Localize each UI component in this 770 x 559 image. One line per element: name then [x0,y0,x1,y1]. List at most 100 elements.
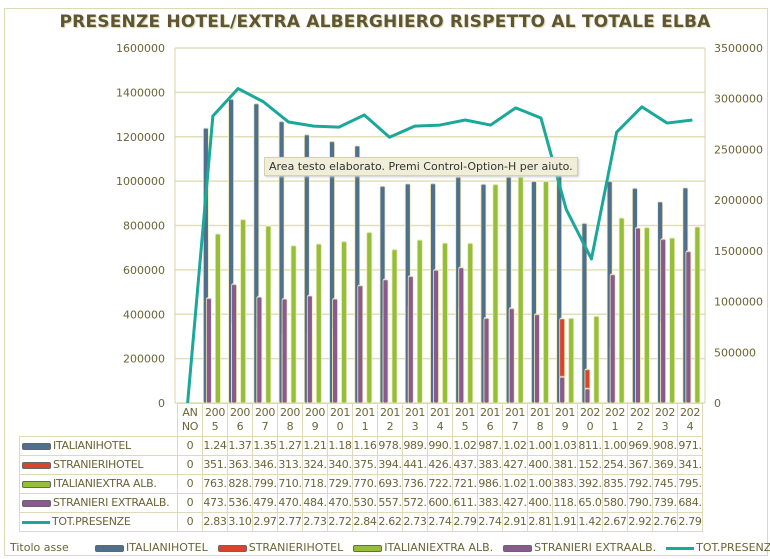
table-cell: 3.10 [227,512,253,532]
bar-italianiextra-alb- [568,317,575,404]
table-category: 201 3 [402,403,428,437]
table-series-label: TOT.PRESENZE [19,512,178,532]
legend-swatch [503,544,533,552]
table-cell: 2.97 [252,512,278,532]
x-axis-title: Titolo asse [10,541,69,554]
table-cell: 375. [352,455,378,475]
bar-cap [304,133,310,136]
table-cell: 739. [652,493,678,513]
category-label-line: 200 [304,406,326,419]
legend-swatch [353,544,383,552]
table-cell: 152. [577,455,603,475]
table-category: 200 6 [227,403,253,437]
table-cell: 351. [202,455,228,475]
bar-cap [506,175,512,178]
y-tick-label: 400000 [123,308,165,321]
legend-item[interactable]: ITALIANIHOTEL [95,541,208,554]
legend-swatch [22,480,51,488]
table-header-row: AN NO 200 5 200 6 200 7 200 8 200 9 201 0 201 1 201 2 201 3… [19,403,703,437]
legend-item[interactable]: STRANIERI EXTRAALB. [503,541,656,554]
bar-stranieri-extraalb- [332,298,338,404]
y-tick-label: 800000 [123,220,165,233]
table-cell: 2.67 [602,512,628,532]
category-label-line: 9 [561,420,569,433]
table-cell: 400. [527,455,553,475]
table-category: 201 7 [502,403,528,437]
bar-stranieri-extraalb- [584,388,591,404]
table-cell: 986. [477,474,503,494]
bar-italianiextra-alb- [467,242,474,404]
y2-tick-label: 2000000 [714,194,763,207]
legend-item[interactable]: STRANIERIHOTEL [217,541,343,554]
legend-item[interactable]: ITALIANIEXTRA ALB. [353,541,493,554]
series-name: TOT.PRESENZE [52,515,131,528]
bar-italianiextra-alb- [694,226,701,404]
bar-cap [610,273,616,276]
tooltip: Area testo elaborato. Premi Control-Opti… [264,157,578,176]
bar-italianiextra-alb- [644,226,650,404]
legend-swatch [95,544,124,552]
legend-line-swatch [666,546,695,550]
bar-cap [366,230,372,234]
legend-swatch [217,544,247,552]
table-category: 202 4 [677,403,703,437]
table-row: TOT.PRESENZE 0 2.83 3.10 2.97 2.77 2.73 2.72 2.8… [19,512,703,532]
table-cell: 990. [427,436,453,456]
category-label-line: 2 [386,420,394,433]
legend-swatch [22,442,51,450]
table-cell: 1.00 [527,436,553,456]
bar-cap [483,316,489,320]
bar-italianiextra-alb- [265,225,272,404]
bar-cap [694,225,700,228]
bar-cap [433,268,439,272]
bar-italianiextra-alb- [214,233,221,404]
legend-item[interactable]: TOT.PRESENZE [666,541,770,554]
table-cell: 790. [627,493,653,513]
category-label-line: 201 [479,406,501,419]
table-series-label: ITALIANIHOTEL [19,436,178,456]
bar-cap [392,248,398,251]
bar-cap [405,182,411,185]
table-cell: 811. [577,436,603,456]
table-cell: 2.77 [277,512,303,532]
table-cell: 828. [227,474,253,494]
chart-title: PRESENZE HOTEL/EXTRA ALBERGHIERO RISPETT… [59,12,711,32]
table-cell: 2.79 [677,512,703,532]
category-label-line: 6 [486,420,494,433]
table-category: 201 6 [477,403,503,437]
table-series-label: STRANIERI EXTRAALB. [19,493,178,513]
table-series-label: STRANIERIHOTEL [19,455,178,475]
y2-tick-label: 3500000 [714,42,763,55]
bar-italianiextra-alb- [442,242,448,404]
bar-cap [256,295,262,298]
table-cell: 367. [627,455,653,475]
legend-label: STRANIERI EXTRAALB. [534,541,657,554]
bar-cap [291,244,297,247]
bar-cap [354,144,360,147]
table-category: 200 5 [202,403,228,437]
table-cell: 1.24 [202,436,228,456]
category-label-line: 200 [254,406,276,419]
table-cell: 254. [602,455,628,475]
table-category: 201 5 [452,403,478,437]
category-label-line: 5 [461,420,469,433]
table-cell: 473. [202,493,228,513]
table-cell: 1.91 [552,512,578,532]
table-category: AN NO [177,403,203,437]
bar-cap [265,224,271,227]
y2-tick-label: 1500000 [714,245,763,258]
category-label-line: 201 [404,406,426,419]
table-cell: 2.74 [427,512,453,532]
table-cell: 2.73 [302,512,328,532]
table-cell: 718. [302,474,328,494]
bar-cap [316,242,322,245]
bar-stranieri-extraalb- [281,298,288,404]
bar-stranieri-extraalb- [534,313,540,404]
bar-cap [417,238,423,241]
table-cell: 1.27 [277,436,303,456]
table-category: 201 9 [552,403,578,437]
bar-cap [669,236,675,239]
table-cell: 729. [327,474,353,494]
bar-italianiextra-alb- [593,315,600,404]
